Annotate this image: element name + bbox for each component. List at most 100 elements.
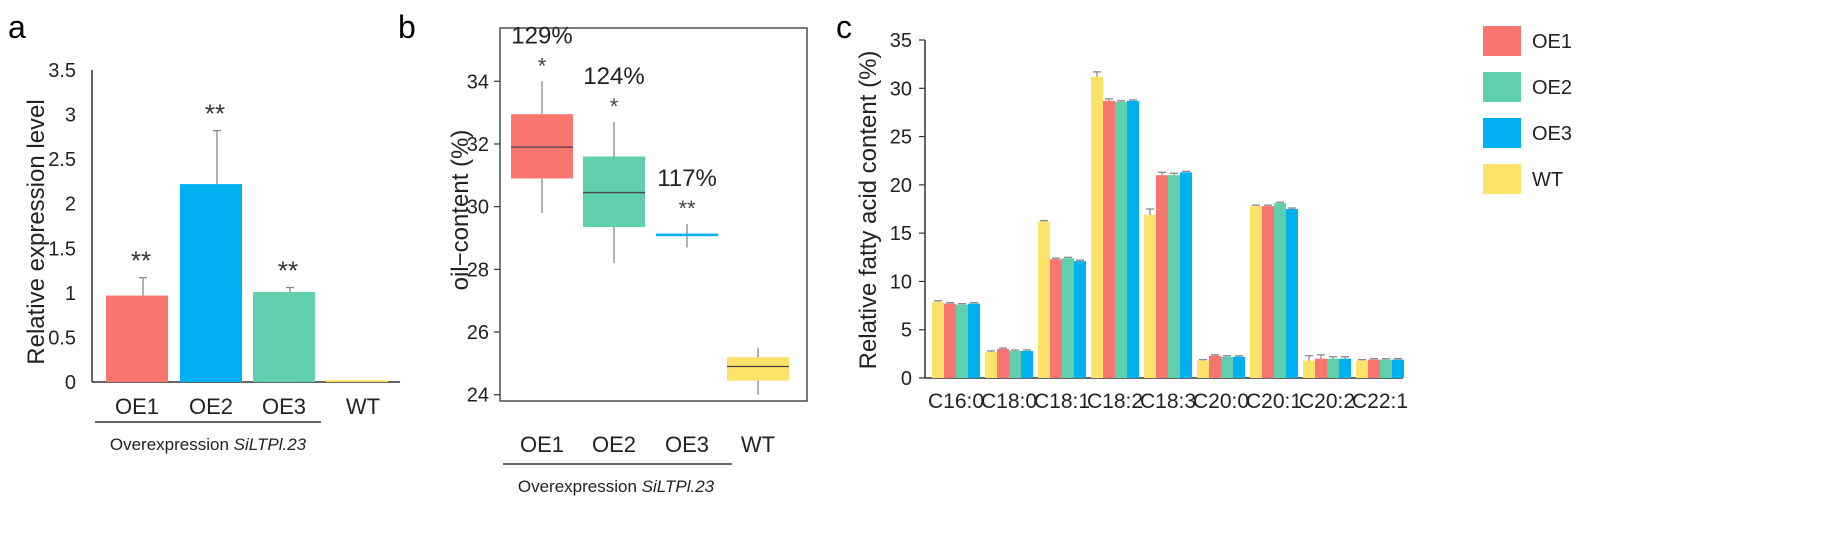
panel-c-legend-label: OE3: [1532, 123, 1572, 145]
panel-c-bar-oe1: [1315, 358, 1327, 378]
panel-b-percent-label: 124%: [583, 63, 644, 90]
panel-b-frame: [499, 27, 808, 402]
panel-c-legend-label: WT: [1532, 169, 1563, 191]
panel-c-bar-wt: [985, 351, 997, 378]
panel-c-bar-oe2: [1327, 358, 1339, 378]
panel-c-legend-label: OE1: [1532, 31, 1572, 53]
panel-b-box-plot: b oil−content (%) 24 26 28 30 32 34 * 129% OE1 *…: [398, 9, 808, 496]
panel-b-box-wt: [727, 357, 789, 381]
panel-c-bar-oe1: [1368, 359, 1380, 378]
panel-c-bar-oe2: [1062, 258, 1074, 378]
panel-b-significance-mark: *: [538, 53, 547, 78]
panel-a-significance-mark: **: [278, 256, 298, 286]
panel-c-bar-wt: [932, 301, 944, 378]
panel-c-y-tick-label: 15: [890, 223, 912, 245]
panel-c-bar-oe3: [1392, 359, 1404, 378]
panel-a-x-tick-label: OE3: [262, 394, 306, 419]
panel-b-y-tick-label: 30: [467, 197, 489, 219]
panel-a-bar-oe2: [180, 184, 242, 382]
panel-c-bar-oe3: [1180, 172, 1192, 378]
panel-a-significance-mark: **: [131, 246, 151, 276]
panel-c-bar-wt: [1091, 76, 1103, 378]
panel-b-y-tick-label: 34: [467, 71, 489, 93]
panel-c-y-tick-label: 0: [901, 368, 912, 390]
panel-c-y-tick-label: 25: [890, 127, 912, 149]
panel-a-x-tick-label: WT: [346, 394, 380, 419]
panel-a-bar-oe1: [106, 295, 168, 382]
panel-c-bar-oe3: [968, 303, 980, 378]
panel-a-y-tick-label: 3: [65, 105, 76, 127]
panel-a-y-tick-label: 3.5: [48, 60, 76, 82]
panel-c-x-tick-label: C18:1: [1034, 390, 1090, 413]
panel-c-legend-label: OE2: [1532, 77, 1572, 99]
panel-c-y-tick-label: 30: [890, 78, 912, 100]
panel-c-bar-oe3: [1074, 261, 1086, 378]
panel-c-bar-oe3: [1021, 350, 1033, 378]
panel-c-bar-wt: [1303, 360, 1315, 378]
panel-c-bar-oe2: [956, 304, 968, 378]
panel-c-bar-oe2: [1168, 175, 1180, 378]
panel-c-plot-area: 0 5 10 15 20 25 30 35: [890, 30, 925, 390]
panel-label-a: a: [8, 9, 26, 45]
panel-c-x-tick-label: C20:2: [1299, 390, 1355, 413]
panel-c-bar-oe1: [1209, 355, 1221, 378]
panel-b-percent-label: 117%: [657, 165, 717, 192]
panel-b-box-oe2: [583, 156, 645, 228]
panel-b-x-tick-label: OE2: [592, 432, 636, 457]
panel-a-y-tick-label: 0: [65, 372, 76, 394]
panel-c-bar-wt: [1197, 360, 1209, 378]
panel-c-x-tick-label: C18:3: [1140, 390, 1196, 413]
panel-a-x-tick-label: OE1: [115, 394, 159, 419]
panel-b-percent-label: 129%: [511, 22, 572, 49]
panel-a-bar-chart: a Relative expression level 0 0.5 1 1.5 2 2.5…: [8, 9, 400, 454]
panel-a-y-tick-label: 2: [65, 194, 76, 216]
panel-b-significance-mark: **: [678, 196, 696, 221]
panel-c-legend-swatch-oe1: [1483, 26, 1521, 56]
panel-c-x-tick-label: C16:0: [928, 390, 984, 413]
panel-a-plot-area: 0 0.5 1 1.5 2 2.5 3 3.5: [48, 60, 76, 394]
panel-c-x-tick-label: C22:1: [1352, 390, 1408, 413]
panel-c-bar-oe1: [1050, 259, 1062, 378]
panel-b-y-axis-label: oil−content (%): [447, 130, 474, 291]
panel-c-bar-oe3: [1286, 209, 1298, 378]
panel-a-x-tick-label: OE2: [189, 394, 233, 419]
panel-b-x-tick-label: WT: [741, 432, 775, 457]
panel-b-y-tick-label: 32: [467, 134, 489, 156]
panel-c-bar-oe1: [1262, 206, 1274, 378]
panel-b-y-tick-label: 24: [467, 385, 489, 407]
panel-b-x-tick-label: OE3: [665, 432, 709, 457]
panel-c-grouped-bar-chart: c Relative fatty acid content (%) 0 5 10 15…: [836, 9, 1572, 413]
panel-b-significance-mark: *: [610, 94, 619, 119]
panel-c-bar-oe1: [997, 349, 1009, 378]
panel-a-y-tick-label: 0.5: [48, 327, 76, 349]
panel-c-bar-wt: [1356, 360, 1368, 378]
panel-label-c: c: [836, 9, 852, 45]
panel-c-y-axis-label: Relative fatty acid content (%): [855, 51, 882, 370]
panel-c-x-tick-label: C20:1: [1246, 390, 1302, 413]
panel-a-y-tick-label: 1.5: [48, 238, 76, 260]
panel-c-legend-swatch-wt: [1483, 164, 1521, 194]
panel-b-box-oe1: [511, 114, 573, 179]
panel-c-bar-oe2: [1380, 359, 1392, 378]
panel-c-bar-oe2: [1115, 101, 1127, 378]
panel-c-bar-oe2: [1009, 350, 1021, 378]
panel-c-legend: OE1 OE2 OE3 WT: [1483, 26, 1572, 194]
panel-c-bar-oe3: [1339, 358, 1351, 378]
panel-c-y-tick-label: 5: [901, 320, 912, 342]
panel-c-bar-wt: [1250, 206, 1262, 378]
panel-c-x-tick-label: C18:2: [1087, 390, 1143, 413]
panel-a-y-tick-label: 1: [65, 283, 76, 305]
panel-a-bar-oe3: [253, 291, 315, 382]
panel-c-bar-oe1: [944, 303, 956, 378]
panel-c-y-tick-label: 20: [890, 175, 912, 197]
panel-b-y-tick-label: 26: [467, 322, 489, 344]
panel-c-bar-oe2: [1221, 356, 1233, 378]
panel-c-bar-oe3: [1127, 100, 1139, 378]
panel-c-legend-swatch-oe2: [1483, 72, 1521, 102]
panel-c-x-tick-label: C18:0: [981, 390, 1037, 413]
panel-a-bar-wt: [326, 380, 388, 382]
panel-c-y-tick-label: 35: [890, 30, 912, 52]
panel-c-bar-oe3: [1233, 356, 1245, 378]
panel-b-x-tick-label: OE1: [520, 432, 564, 457]
